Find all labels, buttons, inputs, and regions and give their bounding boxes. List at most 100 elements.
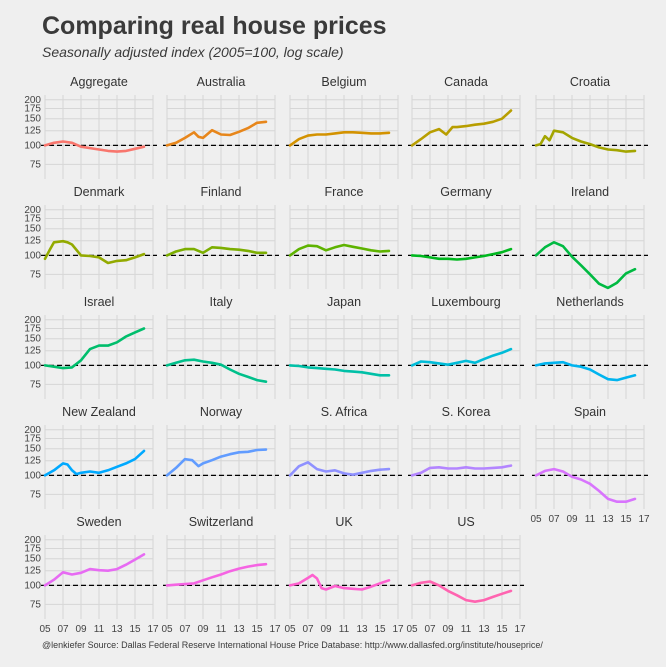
x-tick-label: 07 — [548, 514, 560, 525]
y-tick-label: 150 — [24, 224, 41, 235]
x-tick-label: 09 — [197, 624, 209, 635]
series-line — [410, 347, 513, 367]
series-line — [43, 553, 146, 587]
x-tick-label: 15 — [251, 624, 263, 635]
x-tick-label: 17 — [638, 514, 650, 525]
panel-title: Netherlands — [556, 295, 623, 309]
x-tick-label: 11 — [94, 624, 105, 635]
y-tick-label: 175 — [24, 324, 41, 335]
x-tick-label: 15 — [374, 624, 386, 635]
panel-title: Switzerland — [189, 515, 254, 529]
x-tick-label: 05 — [406, 624, 418, 635]
y-tick-label: 125 — [24, 566, 41, 577]
y-tick-label: 75 — [30, 159, 42, 170]
y-tick-label: 200 — [24, 205, 41, 216]
y-tick-label: 200 — [24, 95, 41, 106]
x-tick-label: 07 — [424, 624, 436, 635]
panel-title: Croatia — [570, 75, 610, 89]
panel-title: Finland — [201, 185, 242, 199]
x-tick-label: 17 — [269, 624, 281, 635]
panel-title: S. Africa — [321, 405, 368, 419]
y-tick-label: 175 — [24, 214, 41, 225]
y-tick-label: 150 — [24, 114, 41, 125]
x-tick-label: 09 — [75, 624, 87, 635]
series-line — [410, 109, 513, 147]
panel-title: UK — [335, 515, 353, 529]
x-tick-label: 15 — [620, 514, 632, 525]
chart-caption: @lenkiefer Source: Dallas Federal Reserv… — [42, 640, 543, 650]
x-tick-label: 13 — [233, 624, 245, 635]
panel-title: Denmark — [74, 185, 125, 199]
panel-title: Japan — [327, 295, 361, 309]
panel-title: New Zealand — [62, 405, 136, 419]
x-tick-label: 15 — [129, 624, 141, 635]
series-line — [534, 360, 637, 382]
panel-title: Australia — [197, 75, 246, 89]
y-tick-label: 175 — [24, 544, 41, 555]
series-line — [534, 129, 637, 153]
y-tick-label: 100 — [24, 580, 41, 591]
x-tick-label: 07 — [302, 624, 314, 635]
y-tick-label: 75 — [30, 379, 42, 390]
y-tick-label: 150 — [24, 554, 41, 565]
series-line — [43, 449, 146, 477]
series-line — [43, 140, 146, 153]
panel-title: Norway — [200, 405, 243, 419]
panel-title: Spain — [574, 405, 606, 419]
chart-subtitle: Seasonally adjusted index (2005=100, log… — [42, 44, 344, 60]
chart-title: Comparing real house prices — [42, 12, 387, 40]
series-line — [288, 461, 391, 477]
x-tick-label: 17 — [514, 624, 526, 635]
y-tick-label: 75 — [30, 269, 42, 280]
y-tick-label: 100 — [24, 360, 41, 371]
series-line — [43, 327, 146, 370]
x-tick-label: 05 — [284, 624, 296, 635]
x-tick-label: 15 — [496, 624, 508, 635]
series-line — [165, 358, 268, 383]
x-tick-label: 11 — [585, 514, 596, 525]
panel-title: US — [457, 515, 474, 529]
panel-title: Canada — [444, 75, 488, 89]
x-tick-label: 13 — [602, 514, 614, 525]
x-tick-label: 07 — [179, 624, 191, 635]
y-tick-label: 200 — [24, 315, 41, 326]
y-tick-label: 200 — [24, 535, 41, 546]
y-tick-label: 100 — [24, 250, 41, 261]
y-tick-label: 150 — [24, 334, 41, 345]
y-tick-label: 175 — [24, 434, 41, 445]
x-tick-label: 05 — [530, 514, 542, 525]
series-line — [43, 239, 146, 265]
x-tick-label: 05 — [161, 624, 173, 635]
y-tick-label: 100 — [24, 140, 41, 151]
series-line — [165, 120, 268, 147]
panel-title: Aggregate — [70, 75, 128, 89]
x-tick-label: 17 — [392, 624, 404, 635]
panel-title: Luxembourg — [431, 295, 501, 309]
y-tick-label: 200 — [24, 425, 41, 436]
panel-title: Israel — [84, 295, 115, 309]
series-line — [165, 246, 268, 257]
series-line — [534, 241, 637, 290]
x-tick-label: 09 — [566, 514, 578, 525]
series-line — [288, 131, 391, 147]
x-tick-label: 11 — [339, 624, 350, 635]
x-tick-label: 07 — [57, 624, 69, 635]
series-line — [410, 247, 513, 261]
series-line — [288, 364, 391, 377]
series-line — [288, 243, 391, 257]
panel-title: S. Korea — [442, 405, 491, 419]
panel-title: Sweden — [76, 515, 121, 529]
x-tick-label: 13 — [478, 624, 490, 635]
x-tick-label: 05 — [39, 624, 51, 635]
series-line — [534, 467, 637, 503]
y-tick-label: 125 — [24, 456, 41, 467]
series-line — [410, 464, 513, 477]
y-tick-label: 125 — [24, 126, 41, 137]
x-tick-label: 11 — [461, 624, 472, 635]
y-tick-label: 175 — [24, 104, 41, 115]
series-line — [288, 573, 391, 591]
x-tick-label: 09 — [320, 624, 332, 635]
y-tick-label: 75 — [30, 599, 42, 610]
panel-title: France — [325, 185, 364, 199]
